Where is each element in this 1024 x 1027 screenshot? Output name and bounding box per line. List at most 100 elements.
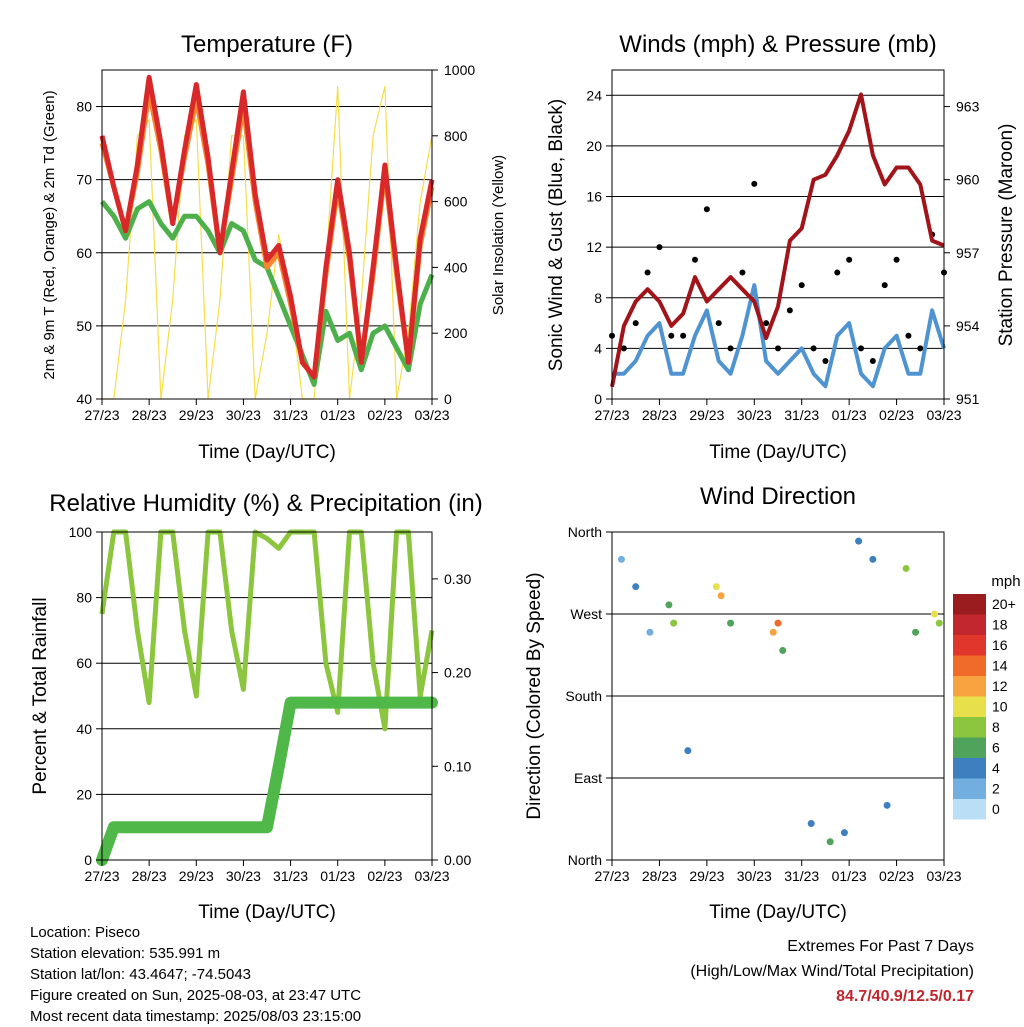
gust-point [727, 345, 734, 352]
colorbar-label: 8 [992, 719, 1000, 735]
gust-point [751, 180, 758, 187]
x-tick-label: 28/23 [132, 868, 167, 884]
x-tick-label: 02/23 [367, 407, 402, 423]
x-tick-label: 27/23 [594, 868, 629, 884]
x-tick-label: 28/23 [132, 407, 167, 423]
x-tick-label: 30/23 [737, 407, 772, 423]
colorbar-swatch [953, 758, 986, 779]
x-tick-label: 29/23 [689, 868, 724, 884]
direction-point [717, 592, 725, 600]
x-tick-label: 01/23 [320, 868, 355, 884]
y2-tick-label: 0.10 [444, 758, 471, 774]
recent-text: Most recent data timestamp: 2025/08/03 2… [30, 1008, 362, 1025]
y-tick-label: 4 [594, 340, 602, 356]
series-line-wind [612, 283, 946, 389]
direction-xlabel: Time (Day/UTC) [709, 902, 847, 923]
humidity-panel: Relative Humidity (%) & Precipitation (i… [30, 490, 483, 923]
y-tick-label: East [574, 770, 602, 786]
y-tick-label: South [565, 688, 602, 704]
y2-tick-label: 0.30 [444, 571, 471, 587]
y2-tick-label: 200 [444, 325, 468, 341]
x-tick-label: 29/23 [689, 407, 724, 423]
direction-point [617, 555, 625, 563]
series-line-pressure [610, 92, 945, 388]
y2-tick-label: 954 [956, 318, 980, 334]
extremes-box: Extremes For Past 7 Days (High/Low/Max W… [690, 934, 974, 1009]
y-tick-label: 50 [76, 318, 92, 334]
colorbar-label: 12 [992, 678, 1008, 694]
direction-point [869, 555, 877, 563]
y2-tick-label: 800 [444, 128, 468, 144]
direction-point [670, 619, 678, 627]
colorbar-swatch [953, 676, 986, 697]
colorbar-swatch [953, 594, 986, 615]
x-tick-label: 29/23 [179, 407, 214, 423]
extremes-subtitle: (High/Low/Max Wind/Total Precipitation) [690, 963, 974, 980]
y2-tick-label: 957 [956, 245, 980, 261]
y-tick-label: North [568, 852, 602, 868]
winds-xlabel: Time (Day/UTC) [709, 442, 847, 463]
x-tick-label: 03/23 [414, 407, 449, 423]
direction-point [665, 601, 673, 609]
x-tick-label: 31/23 [784, 407, 819, 423]
gust-point [739, 269, 746, 276]
gust-point [680, 332, 687, 339]
gust-point [893, 256, 900, 263]
x-tick-label: 02/23 [367, 868, 402, 884]
colorbar-label: 6 [992, 740, 1000, 756]
direction-point [774, 619, 782, 627]
winds-plot-frame [611, 69, 945, 400]
y-tick-label: 12 [586, 239, 602, 255]
direction-point [902, 564, 910, 572]
direction-point [883, 801, 891, 809]
series-line-rh [99, 529, 435, 732]
direction-point [779, 646, 787, 654]
colorbar-label: 10 [992, 699, 1008, 715]
gust-point [763, 320, 770, 327]
station-info: Location: Piseco Station elevation: 535.… [30, 922, 361, 1027]
colorbar-label: 18 [992, 617, 1008, 633]
winds-panel: Winds (mph) & Pressure (mb) 04812162024 … [546, 31, 1017, 463]
gust-point [834, 269, 841, 276]
x-tick-label: 03/23 [926, 868, 961, 884]
y-tick-label: 40 [76, 391, 92, 407]
colorbar-swatch [953, 614, 986, 635]
x-tick-label: 31/23 [273, 868, 308, 884]
y-tick-label: 0 [84, 852, 92, 868]
colorbar-label: 4 [992, 760, 1000, 776]
y2-tick-label: 960 [956, 172, 980, 188]
y-tick-label: 16 [586, 189, 602, 205]
gust-point [644, 269, 651, 276]
colorbar-label: 14 [992, 658, 1008, 674]
x-tick-label: 27/23 [84, 868, 119, 884]
gust-point [810, 345, 817, 352]
colorbar-label: 16 [992, 637, 1008, 653]
gust-point [703, 206, 710, 213]
gust-point [858, 345, 864, 352]
colorbar-label: 20+ [992, 596, 1016, 612]
x-tick-label: 27/23 [84, 407, 119, 423]
gust-point [632, 320, 639, 327]
y2-tick-label: 400 [444, 259, 468, 275]
direction-title: Wind Direction [700, 483, 856, 510]
x-tick-label: 01/23 [832, 868, 867, 884]
colorbar-swatch [953, 696, 986, 717]
x-tick-label: 03/23 [414, 868, 449, 884]
gust-point [869, 358, 876, 365]
temperature-panel: Temperature (F) 40 50 60 70 80 0 200 400 600 800… [41, 31, 507, 463]
direction-point [826, 838, 834, 846]
x-tick-label: 01/23 [832, 407, 867, 423]
winds-title: Winds (mph) & Pressure (mb) [619, 31, 936, 58]
x-tick-label: 28/23 [642, 868, 677, 884]
humidity-xlabel: Time (Day/UTC) [198, 902, 336, 923]
temperature-xlabel: Time (Day/UTC) [198, 442, 336, 463]
x-tick-label: 30/23 [737, 868, 772, 884]
x-tick-label: 31/23 [273, 407, 308, 423]
y-tick-label: 0 [594, 391, 602, 407]
elevation-text: Station elevation: 535.991 m [30, 945, 221, 962]
x-tick-label: 28/23 [642, 407, 677, 423]
y-tick-label: 80 [76, 99, 92, 115]
colorbar-swatch [953, 778, 986, 799]
direction-point [855, 537, 863, 545]
